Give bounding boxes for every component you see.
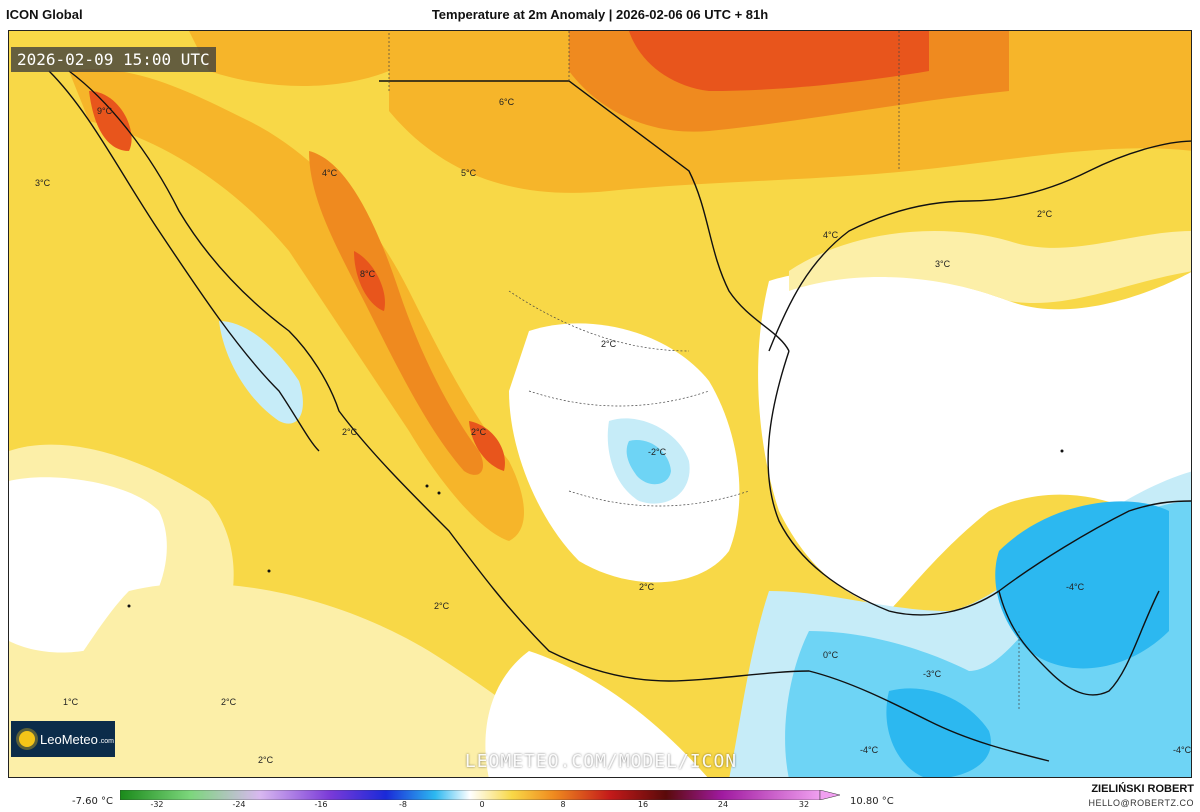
color-scale-bar	[120, 790, 840, 800]
temp-label: -2°C	[648, 447, 667, 457]
map-canvas	[9, 31, 1191, 777]
temp-label: 2°C	[221, 697, 237, 707]
leometeo-logo[interactable]: LeoMeteo .com	[11, 721, 115, 757]
temp-label: 2°C	[471, 427, 487, 437]
temp-label: 4°C	[823, 230, 839, 240]
legend-max: 10.80 °C	[850, 796, 894, 807]
temp-label: 1°C	[63, 697, 79, 707]
legend-min: -7.60 °C	[72, 796, 114, 807]
legend-tick: -32	[150, 800, 164, 809]
temp-label: -3°C	[923, 669, 942, 679]
legend-tick: 0	[479, 800, 485, 809]
temp-label: -4°C	[1173, 745, 1192, 755]
legend-tick: -8	[399, 800, 407, 809]
temp-label: 9°C	[97, 106, 113, 116]
temp-label: -4°C	[860, 745, 879, 755]
author-name: ZIELIŃSKI ROBERT	[1091, 783, 1194, 795]
temp-label: 3°C	[935, 259, 951, 269]
header: ICON Global Temperature at 2m Anomaly | …	[0, 0, 1200, 28]
temp-label: 4°C	[322, 168, 338, 178]
legend-tick: -24	[232, 800, 246, 809]
temp-label: 3°C	[35, 178, 51, 188]
author-email[interactable]: HELLO@ROBERTZ.CO	[1088, 798, 1194, 808]
map-title: Temperature at 2m Anomaly | 2026-02-06 0…	[431, 7, 769, 22]
legend-tick: 16	[637, 800, 649, 809]
anomaly-map[interactable]: 2026-02-09 15:00 UTC 9°C 3°C 4°C 5°C 6°C…	[8, 30, 1192, 778]
sun-icon	[19, 731, 35, 747]
temp-label: 8°C	[360, 269, 376, 279]
temp-label: 2°C	[1037, 209, 1053, 219]
legend-tick: 32	[798, 800, 810, 809]
model-name: ICON Global	[6, 7, 83, 22]
temp-label: 2°C	[342, 427, 358, 437]
temp-label: 2°C	[639, 582, 655, 592]
temp-label: 2°C	[258, 755, 274, 765]
temp-label: 5°C	[461, 168, 477, 178]
temp-label: 0°C	[823, 650, 839, 660]
legend-tick: 8	[560, 800, 566, 809]
temp-label: 6°C	[499, 97, 515, 107]
logo-suffix: .com	[98, 737, 114, 745]
logo-text: LeoMeteo	[40, 731, 98, 747]
temp-label: 2°C	[601, 339, 617, 349]
temp-label: 2°C	[434, 601, 450, 611]
valid-time-badge: 2026-02-09 15:00 UTC	[11, 47, 216, 72]
site-watermark: LEOMETEO.COM/MODEL/ICON	[464, 751, 738, 772]
temp-label: -4°C	[1066, 582, 1085, 592]
legend-tick: -16	[314, 800, 328, 809]
legend-tick: 24	[717, 800, 729, 809]
